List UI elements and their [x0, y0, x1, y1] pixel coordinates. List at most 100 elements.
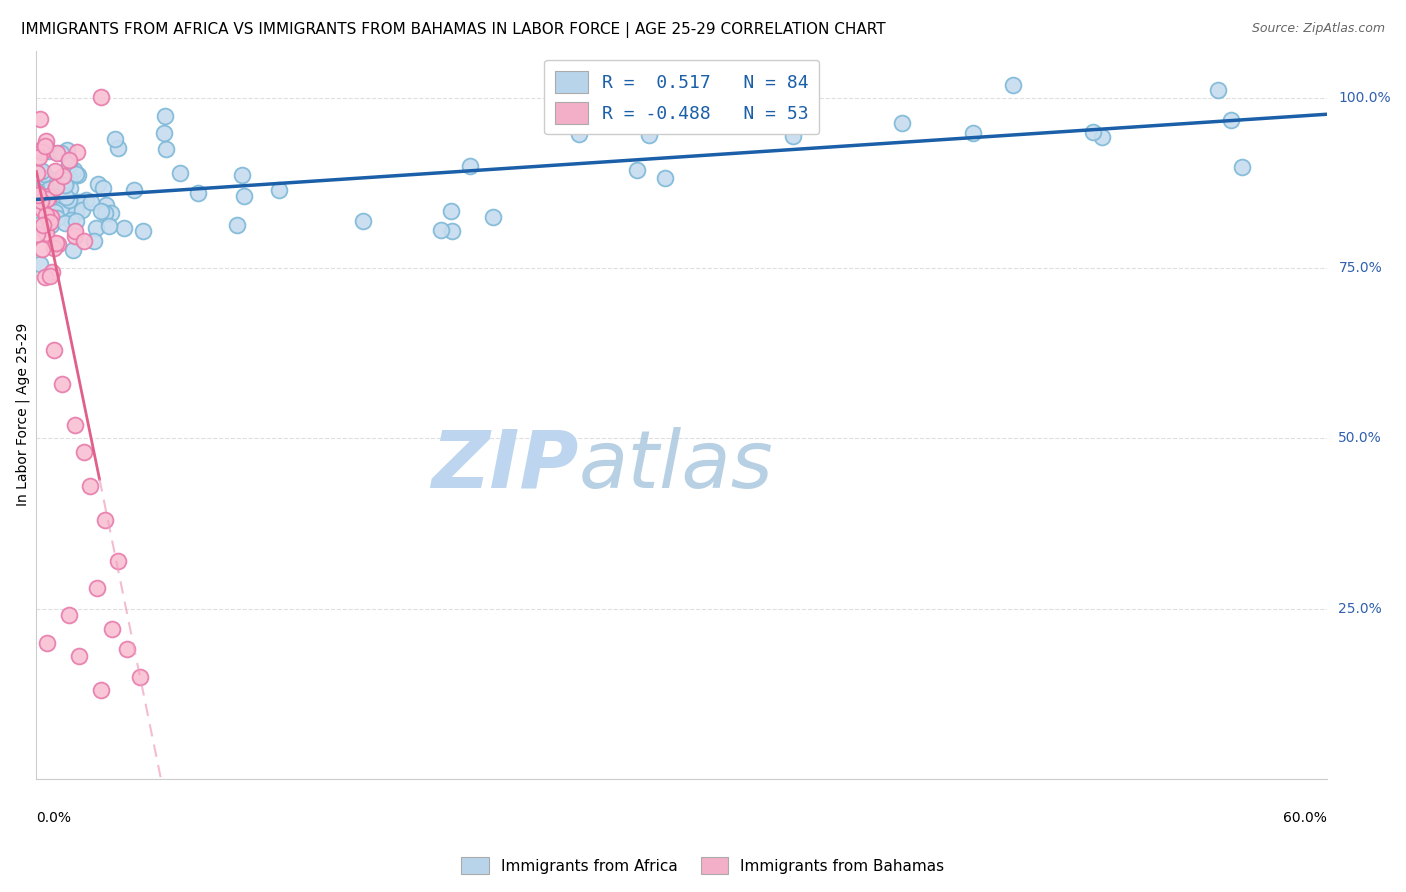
Point	[60, 213, 83, 227]
Point	[100, 206, 122, 220]
Point	[58, 608, 80, 623]
Point	[568, 127, 591, 141]
Point	[100, 622, 122, 636]
Point	[962, 126, 984, 140]
Point	[115, 642, 138, 657]
Point	[58, 158, 80, 172]
Point	[42, 343, 65, 357]
Point	[1219, 112, 1241, 127]
Point	[31, 202, 53, 216]
Point	[53, 216, 76, 230]
Point	[79, 194, 101, 209]
Point	[1206, 83, 1229, 97]
Point	[30, 193, 52, 207]
Point	[79, 479, 101, 493]
Point	[39, 211, 62, 225]
Point	[112, 220, 135, 235]
Point	[169, 166, 191, 180]
Point	[51, 377, 73, 392]
Point	[94, 205, 117, 219]
Point	[65, 224, 87, 238]
Text: IMMIGRANTS FROM AFRICA VS IMMIGRANTS FROM BAHAMAS IN LABOR FORCE | AGE 25-29 COR: IMMIGRANTS FROM AFRICA VS IMMIGRANTS FRO…	[21, 22, 886, 38]
Text: 100.0%: 100.0%	[1339, 91, 1391, 105]
Point	[34, 139, 56, 153]
Point	[90, 683, 112, 698]
Point	[51, 169, 73, 183]
Point	[39, 219, 62, 233]
Point	[35, 226, 58, 240]
Point	[49, 176, 72, 190]
Point	[609, 110, 631, 124]
Point	[31, 242, 53, 256]
Point	[45, 145, 67, 160]
Point	[51, 201, 73, 215]
Point	[45, 180, 67, 194]
Point	[28, 150, 51, 164]
Point	[155, 142, 177, 156]
Point	[153, 127, 176, 141]
Point	[460, 159, 482, 173]
Point	[27, 166, 49, 180]
Point	[44, 205, 66, 219]
Point	[94, 198, 117, 212]
Point	[63, 200, 86, 214]
Point	[107, 141, 129, 155]
Text: 60.0%: 60.0%	[1284, 812, 1327, 825]
Point	[59, 181, 82, 195]
Point	[37, 209, 59, 223]
Point	[65, 167, 87, 181]
Point	[31, 142, 53, 156]
Point	[65, 145, 87, 160]
Point	[30, 257, 52, 271]
Point	[83, 234, 105, 248]
Point	[30, 194, 52, 208]
Point	[53, 178, 76, 192]
Point	[25, 185, 48, 199]
Point	[28, 192, 51, 206]
Point	[155, 109, 177, 123]
Point	[42, 185, 65, 199]
Point	[352, 214, 374, 228]
Point	[98, 219, 121, 234]
Text: 25.0%: 25.0%	[1339, 601, 1382, 615]
Text: Source: ZipAtlas.com: Source: ZipAtlas.com	[1251, 22, 1385, 36]
Point	[58, 153, 80, 168]
Point	[104, 131, 127, 145]
Point	[1230, 160, 1253, 174]
Point	[58, 193, 80, 207]
Point	[132, 224, 155, 238]
Point	[69, 649, 91, 664]
Text: atlas: atlas	[579, 426, 773, 505]
Point	[62, 163, 84, 178]
Point	[626, 163, 648, 178]
Point	[187, 186, 209, 200]
Point	[73, 445, 96, 459]
Point	[44, 241, 66, 255]
Point	[86, 581, 108, 595]
Point	[30, 217, 52, 231]
Point	[37, 635, 59, 649]
Point	[63, 417, 86, 432]
Point	[51, 188, 73, 202]
Point	[654, 171, 676, 186]
Point	[440, 203, 463, 218]
Point	[41, 264, 63, 278]
Point	[49, 146, 72, 161]
Point	[35, 192, 58, 206]
Point	[31, 218, 53, 232]
Point	[267, 183, 290, 197]
Point	[65, 214, 87, 228]
Point	[44, 164, 66, 178]
Point	[38, 189, 60, 203]
Point	[1090, 130, 1112, 145]
Point	[75, 193, 97, 207]
Point	[891, 116, 914, 130]
Point	[67, 168, 90, 182]
Point	[124, 183, 146, 197]
Point	[430, 223, 453, 237]
Point	[70, 202, 93, 217]
Point	[45, 236, 67, 251]
Point	[55, 190, 77, 204]
Point	[91, 181, 114, 195]
Point	[90, 90, 112, 104]
